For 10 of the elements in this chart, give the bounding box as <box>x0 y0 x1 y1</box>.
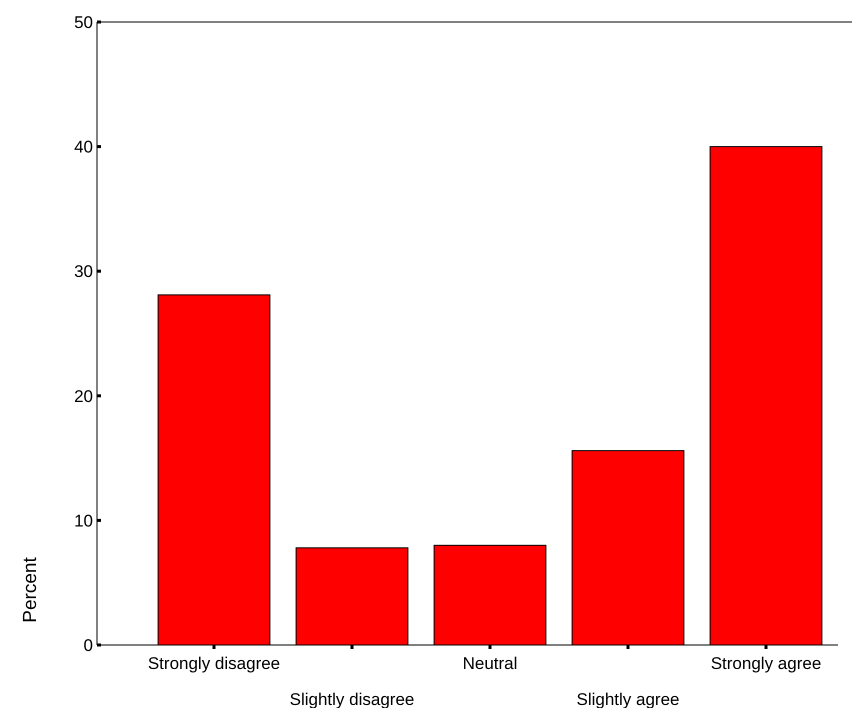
y-tick-label: 50 <box>74 12 93 32</box>
x-tick-label: Strongly agree <box>710 654 822 673</box>
x-tick-label: Neutral <box>462 654 518 673</box>
y-axis-title: Percent <box>20 556 41 623</box>
y-tick-label: 40 <box>74 138 93 157</box>
y-tick-label: 20 <box>74 386 93 406</box>
y-tick-label: 30 <box>74 262 93 282</box>
y-tick-label: 0 <box>84 636 93 655</box>
x-tick-label: Strongly disagree <box>148 654 280 673</box>
y-tick-label: 10 <box>74 511 93 530</box>
